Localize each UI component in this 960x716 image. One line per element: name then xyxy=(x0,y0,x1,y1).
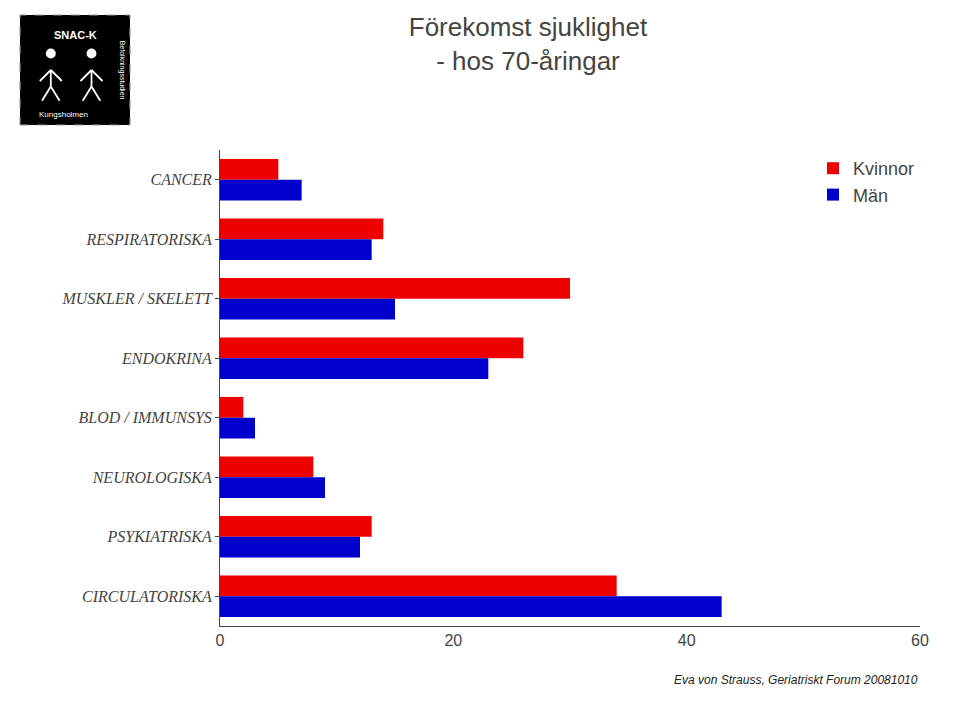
svg-text:40: 40 xyxy=(678,632,696,649)
svg-text:NEUROLOGISKA: NEUROLOGISKA xyxy=(92,469,212,486)
svg-text:Män: Män xyxy=(853,186,888,206)
svg-text:CANCER: CANCER xyxy=(150,171,212,188)
svg-text:ENDOKRINA: ENDOKRINA xyxy=(121,350,212,367)
svg-text:Kvinnor: Kvinnor xyxy=(853,159,914,179)
svg-text:MUSKLER / SKELETT: MUSKLER / SKELETT xyxy=(61,290,212,307)
svg-text:Eva von Strauss, Geriatriskt F: Eva von Strauss, Geriatriskt Forum 20081… xyxy=(674,673,918,687)
svg-text:Förekomst sjuklighet- hos 70-å: Förekomst sjuklighet- hos 70-åringar xyxy=(409,12,648,76)
svg-text:20: 20 xyxy=(444,632,462,649)
svg-text:BLOD / IMMUNSYS: BLOD / IMMUNSYS xyxy=(78,409,211,426)
svg-text:Befolkningsstudien: Befolkningsstudien xyxy=(118,41,126,100)
svg-text:60: 60 xyxy=(911,632,929,649)
svg-text:SNAC-K: SNAC-K xyxy=(54,29,97,41)
svg-text:PSYKIATRISKA: PSYKIATRISKA xyxy=(107,528,213,545)
svg-text:Kungsholmen: Kungsholmen xyxy=(39,110,88,119)
svg-text:CIRCULATORISKA: CIRCULATORISKA xyxy=(82,588,212,605)
svg-text:RESPIRATORISKA: RESPIRATORISKA xyxy=(85,231,212,248)
svg-text:0: 0 xyxy=(216,632,225,649)
